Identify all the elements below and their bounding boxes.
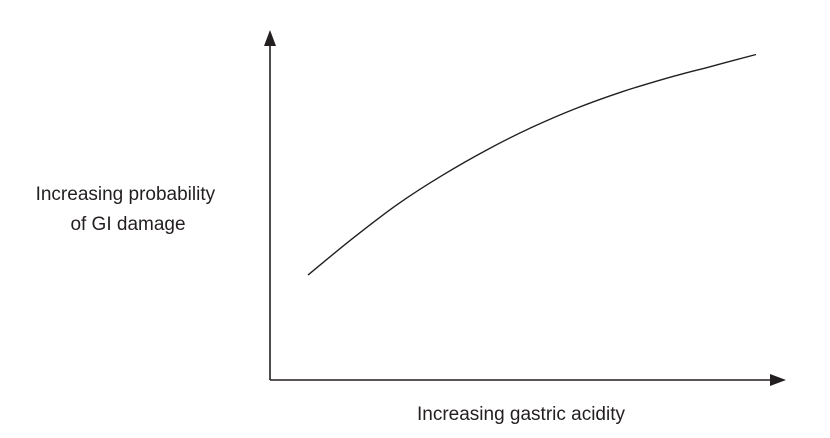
y-axis-label-line-1: Increasing probability	[36, 184, 216, 205]
y-axis-label: Increasing probability of GI damage	[36, 184, 221, 235]
y-axis-arrowhead	[264, 30, 276, 46]
x-axis-arrowhead	[770, 374, 786, 386]
series-line	[307, 53, 757, 276]
y-axis-label-line-2: of GI damage	[70, 214, 185, 235]
x-axis-label: Increasing gastric acidity	[417, 404, 626, 425]
